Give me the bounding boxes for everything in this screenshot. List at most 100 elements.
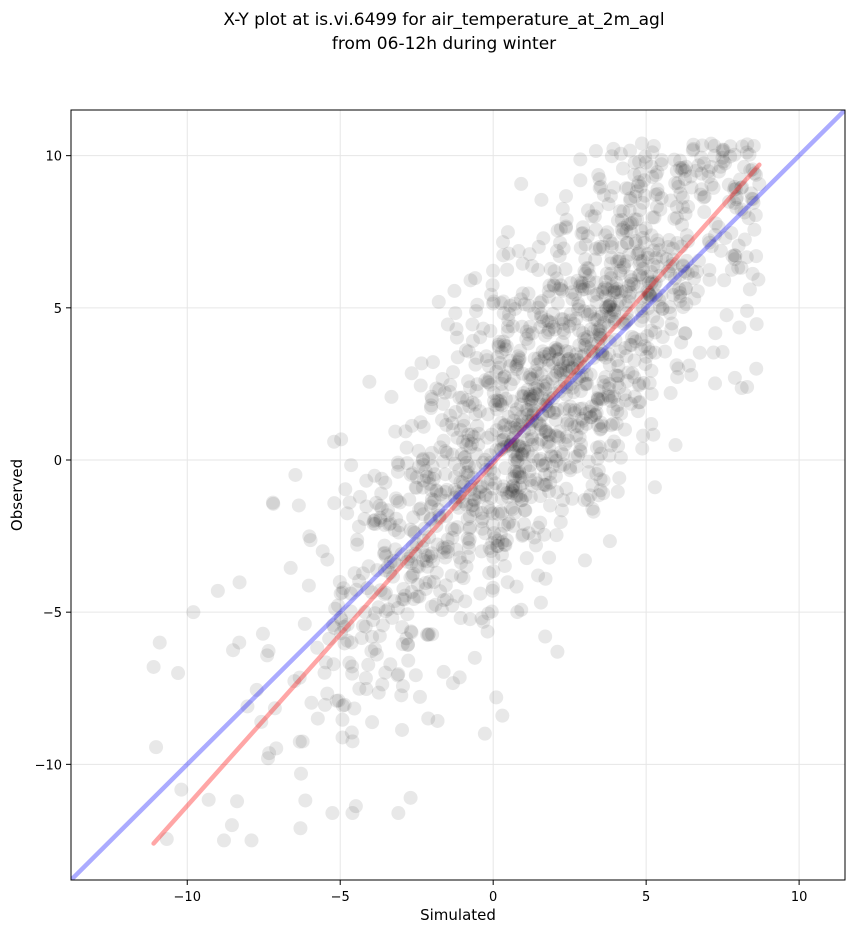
scatter-point	[368, 517, 383, 532]
scatter-point	[516, 527, 531, 542]
scatter-point	[542, 391, 557, 406]
scatter-point	[449, 589, 464, 604]
scatter-point	[501, 410, 516, 425]
scatter-point	[606, 402, 621, 417]
scatter-point	[445, 447, 460, 462]
scatter-point	[460, 465, 475, 480]
scatter-point	[572, 430, 587, 445]
scatter-point	[627, 370, 642, 385]
scatter-point	[345, 666, 360, 681]
scatter-point	[232, 575, 247, 590]
scatter-point	[613, 146, 628, 161]
scatter-point	[493, 397, 508, 412]
scatter-point	[556, 457, 571, 472]
scatter-point	[416, 507, 431, 522]
scatter-point	[523, 387, 538, 402]
scatter-point	[511, 244, 526, 259]
scatter-point	[391, 525, 406, 540]
scatter-point	[749, 167, 764, 182]
scatter-point	[519, 551, 534, 566]
scatter-point	[684, 367, 699, 382]
scatter-point	[607, 312, 622, 327]
scatter-point	[513, 418, 528, 433]
scatter-point	[372, 628, 387, 643]
scatter-point	[447, 522, 462, 537]
scatter-point	[643, 276, 658, 291]
scatter-point	[532, 416, 547, 431]
scatter-point	[423, 499, 438, 514]
scatter-point	[679, 228, 694, 243]
scatter-point	[550, 485, 565, 500]
scatter-point	[628, 334, 643, 349]
scatter-point	[558, 219, 573, 234]
scatter-point	[609, 368, 624, 383]
scatter-point	[535, 458, 550, 473]
scatter-point	[467, 493, 482, 508]
scatter-point	[492, 334, 507, 349]
scatter-point	[288, 467, 303, 482]
scatter-point	[373, 510, 388, 525]
scatter-point	[590, 418, 605, 433]
scatter-point	[727, 370, 742, 385]
scatter-point	[415, 540, 430, 555]
scatter-point	[408, 668, 423, 683]
scatter-point	[484, 490, 499, 505]
scatter-point	[570, 419, 585, 434]
scatter-point	[554, 282, 569, 297]
scatter-point	[616, 220, 631, 235]
scatter-point	[534, 307, 549, 322]
scatter-point	[601, 299, 616, 314]
scatter-point	[403, 522, 418, 537]
scatter-point	[459, 559, 474, 574]
scatter-point	[484, 604, 499, 619]
scatter-point	[438, 484, 453, 499]
scatter-point	[716, 154, 731, 169]
scatter-point	[545, 371, 560, 386]
scatter-point	[611, 359, 626, 374]
scatter-point	[493, 356, 508, 371]
scatter-point	[408, 546, 423, 561]
scatter-point	[596, 374, 611, 389]
scatter-point	[610, 376, 625, 391]
scatter-point	[505, 394, 520, 409]
scatter-point	[569, 428, 584, 443]
scatter-point	[691, 253, 706, 268]
scatter-point	[578, 266, 593, 281]
scatter-point	[494, 345, 509, 360]
scatter-point	[269, 741, 284, 756]
scatter-point	[371, 600, 386, 615]
scatter-point	[395, 722, 410, 737]
scatter-point	[603, 309, 618, 324]
scatter-point	[565, 361, 580, 376]
scatter-point	[538, 374, 553, 389]
scatter-point	[638, 357, 653, 372]
scatter-point	[159, 832, 174, 847]
scatter-point	[742, 282, 757, 297]
scatter-point	[480, 374, 495, 389]
scatter-point	[673, 286, 688, 301]
scatter-point	[607, 434, 622, 449]
scatter-point	[507, 420, 522, 435]
scatter-point	[632, 154, 647, 169]
scatter-point	[509, 488, 524, 503]
scatter-point	[424, 392, 439, 407]
scatter-point	[466, 470, 481, 485]
scatter-point	[580, 376, 595, 391]
scatter-point	[540, 313, 555, 328]
scatter-point	[505, 502, 520, 517]
scatter-point	[652, 243, 667, 258]
scatter-point	[503, 485, 518, 500]
scatter-point	[520, 402, 535, 417]
scatter-point	[642, 287, 657, 302]
scatter-point	[588, 222, 603, 237]
scatter-point	[535, 344, 550, 359]
scatter-point	[668, 438, 683, 453]
scatter-point	[499, 485, 514, 500]
scatter-point	[591, 167, 606, 182]
scatter-point	[673, 186, 688, 201]
scatter-point	[533, 418, 548, 433]
scatter-point	[503, 377, 518, 392]
scatter-point	[423, 400, 438, 415]
scatter-point	[540, 377, 555, 392]
scatter-point	[542, 550, 557, 565]
